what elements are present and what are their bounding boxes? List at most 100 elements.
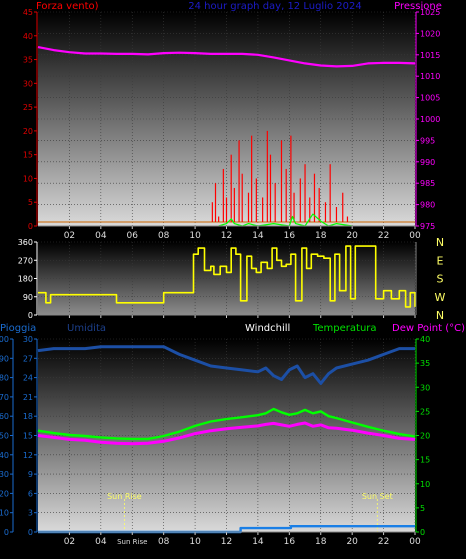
- compass-label: N: [436, 309, 444, 322]
- y-tick-label: 40: [420, 335, 430, 344]
- y-tick-label: 27: [23, 354, 33, 363]
- x-tick-label: 20: [346, 231, 358, 241]
- y-tick-label: 995: [420, 136, 435, 145]
- y-tick-label: 180: [18, 275, 33, 284]
- y-tick-label: 90: [0, 354, 9, 363]
- x-tick-label: 00: [409, 231, 421, 241]
- y-tick-label: 1005: [420, 94, 440, 103]
- x-tick-label: 10: [189, 537, 201, 547]
- y-tick-label: 20: [23, 127, 33, 136]
- compass-label: S: [437, 273, 444, 286]
- wind-axis-title: Forza vento): [36, 1, 99, 12]
- y-tick-label: 30: [0, 470, 9, 479]
- y-tick-label: 1015: [420, 51, 440, 60]
- y-tick-label: 40: [0, 451, 9, 460]
- pressure-axis-title: Pressione: [394, 1, 442, 12]
- y-tick-label: 40: [23, 32, 33, 41]
- compass-label: W: [435, 291, 446, 304]
- y-tick-label: 18: [23, 412, 33, 421]
- humidity-axis-title: Umidita: [67, 323, 106, 334]
- x-tick-label: 14: [252, 537, 264, 547]
- y-tick-label: 60: [0, 412, 9, 421]
- y-tick-label: 70: [0, 393, 9, 402]
- y-tick-label: 980: [420, 201, 435, 210]
- wind-direction-line: [38, 245, 416, 308]
- windchill-legend-label: Windchill: [245, 323, 290, 334]
- x-tick-label: 06: [127, 231, 139, 241]
- dewpoint-line: [37, 421, 416, 446]
- y-tick-label: 80: [0, 374, 9, 383]
- x-tick-label: Sun Rise: [117, 538, 147, 546]
- x-tick-label: 16: [284, 537, 296, 547]
- y-tick-label: 50: [0, 432, 9, 441]
- y-tick-label: 10: [0, 509, 9, 518]
- y-tick-label: 1020: [420, 29, 440, 38]
- y-tick-label: 9: [28, 470, 33, 479]
- y-tick-label: 20: [420, 432, 430, 441]
- x-tick-label: 04: [95, 231, 107, 241]
- y-tick-label: 12: [23, 451, 33, 460]
- y-tick-label: 10: [23, 174, 33, 183]
- y-tick-label: 5: [420, 504, 425, 513]
- x-tick-label: 20: [346, 537, 358, 547]
- x-tick-label: 02: [64, 231, 75, 241]
- x-tick-label: 22: [378, 537, 389, 547]
- y-tick-label: 360: [18, 238, 33, 247]
- y-tick-label: 985: [420, 179, 435, 188]
- y-tick-label: 25: [23, 103, 33, 112]
- data-layer: Sun Rise Sun Set: [37, 46, 416, 534]
- y-tick-label: 21: [23, 393, 33, 402]
- y-tick-label: 270: [18, 256, 33, 265]
- y-tick-label: 0: [28, 528, 33, 537]
- y-tick-label: 0: [28, 311, 33, 320]
- compass-label: E: [437, 254, 444, 267]
- x-tick-label: 02: [64, 537, 75, 547]
- dewpoint-axis-title: Dew Point (°C): [392, 323, 465, 334]
- y-tick-label: 6: [28, 489, 33, 498]
- y-tick-label: 35: [420, 359, 430, 368]
- y-tick-label: 10: [420, 480, 430, 489]
- y-tick-label: 20: [0, 489, 9, 498]
- x-tick-label: 14: [252, 231, 264, 241]
- y-tick-label: 0: [28, 222, 33, 231]
- x-tick-label: 08: [158, 537, 170, 547]
- axes-layer: 02 04 06 08 10 12 14 16 18 20 22 000510152025303540…: [0, 8, 446, 547]
- y-tick-label: 15: [420, 456, 430, 465]
- temperature-legend-label: Temperatura: [312, 323, 377, 334]
- x-tick-label: 16: [284, 231, 296, 241]
- y-tick-label: 30: [420, 383, 430, 392]
- y-tick-label: 975: [420, 222, 435, 231]
- x-tick-label: 22: [378, 231, 389, 241]
- y-tick-label: 90: [23, 293, 33, 302]
- sun-marker-label: Sun Set: [362, 492, 393, 501]
- y-tick-label: 0: [4, 528, 9, 537]
- top-panel-background: [38, 12, 415, 226]
- humidity-line: [37, 345, 415, 385]
- x-tick-label: 04: [95, 537, 107, 547]
- y-tick-label: 3: [28, 509, 33, 518]
- y-tick-label: 25: [420, 407, 430, 416]
- x-tick-label: 18: [315, 537, 327, 547]
- y-tick-label: 35: [23, 56, 33, 65]
- y-tick-label: 15: [23, 432, 33, 441]
- x-tick-label: 00: [409, 537, 421, 547]
- pressure-line: [37, 46, 416, 68]
- compass-label: N: [436, 236, 444, 249]
- y-tick-label: 990: [420, 158, 435, 167]
- y-tick-label: 1025: [420, 8, 440, 17]
- y-tick-label: 30: [23, 335, 33, 344]
- x-tick-label: 10: [189, 231, 201, 241]
- sun-marker-label: Sun Rise: [107, 492, 142, 501]
- graph-title: 24 hour graph day, 12 Luglio 2024: [188, 1, 361, 12]
- x-tick-label: 18: [315, 231, 327, 241]
- x-tick-label: 12: [221, 537, 232, 547]
- x-tick-label: 12: [221, 231, 232, 241]
- x-tick-label: 08: [158, 231, 170, 241]
- temperature-line: [37, 407, 416, 441]
- y-tick-label: 1010: [420, 72, 440, 81]
- y-tick-label: 5: [28, 198, 33, 207]
- y-tick-label: 1000: [420, 115, 440, 124]
- y-tick-label: 30: [23, 79, 33, 88]
- y-tick-label: 100: [0, 335, 9, 344]
